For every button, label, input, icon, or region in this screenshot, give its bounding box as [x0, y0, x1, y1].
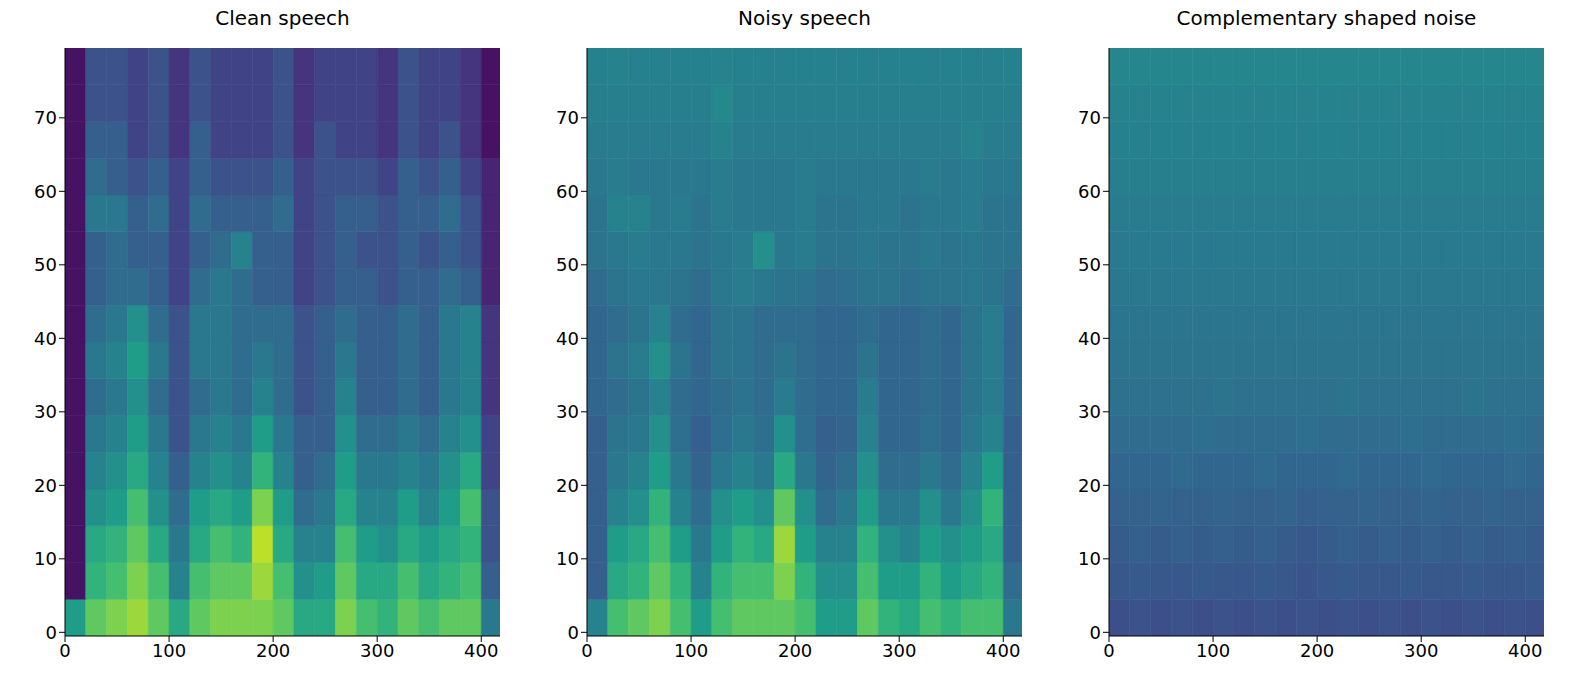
svg-text:70: 70	[34, 107, 57, 128]
svg-text:200: 200	[1300, 640, 1334, 661]
svg-text:40: 40	[556, 328, 579, 349]
svg-text:20: 20	[1078, 475, 1101, 496]
svg-text:50: 50	[34, 254, 57, 275]
svg-text:300: 300	[882, 640, 916, 661]
svg-text:30: 30	[34, 401, 57, 422]
svg-text:300: 300	[360, 640, 394, 661]
svg-text:20: 20	[34, 475, 57, 496]
svg-text:10: 10	[34, 548, 57, 569]
svg-text:200: 200	[778, 640, 812, 661]
svg-text:60: 60	[34, 181, 57, 202]
svg-text:20: 20	[556, 475, 579, 496]
svg-text:400: 400	[986, 640, 1020, 661]
svg-text:200: 200	[256, 640, 290, 661]
svg-text:10: 10	[1078, 548, 1101, 569]
svg-text:30: 30	[556, 401, 579, 422]
svg-text:100: 100	[1196, 640, 1230, 661]
svg-text:50: 50	[556, 254, 579, 275]
svg-text:0: 0	[1090, 622, 1101, 643]
svg-text:400: 400	[1508, 640, 1542, 661]
html-text:Noisy speech: Noisy speech	[738, 6, 871, 30]
svg-text:0: 0	[581, 640, 592, 661]
svg-text:100: 100	[152, 640, 186, 661]
svg-text:60: 60	[1078, 181, 1101, 202]
svg-text:100: 100	[674, 640, 708, 661]
svg-text:40: 40	[1078, 328, 1101, 349]
svg-text:50: 50	[1078, 254, 1101, 275]
svg-text:300: 300	[1404, 640, 1438, 661]
svg-text:400: 400	[464, 640, 498, 661]
html-text:Clean speech: Clean speech	[215, 6, 350, 30]
svg-text:10: 10	[556, 548, 579, 569]
svg-text:30: 30	[1078, 401, 1101, 422]
svg-text:70: 70	[1078, 107, 1101, 128]
html-text:Complementary shaped noise: Complementary shaped noise	[1176, 6, 1477, 30]
svg-text:0: 0	[1103, 640, 1114, 661]
svg-text:60: 60	[556, 181, 579, 202]
svg-text:0: 0	[46, 622, 57, 643]
svg-text:40: 40	[34, 328, 57, 349]
svg-text:0: 0	[568, 622, 579, 643]
svg-text:70: 70	[556, 107, 579, 128]
svg-text:0: 0	[59, 640, 70, 661]
